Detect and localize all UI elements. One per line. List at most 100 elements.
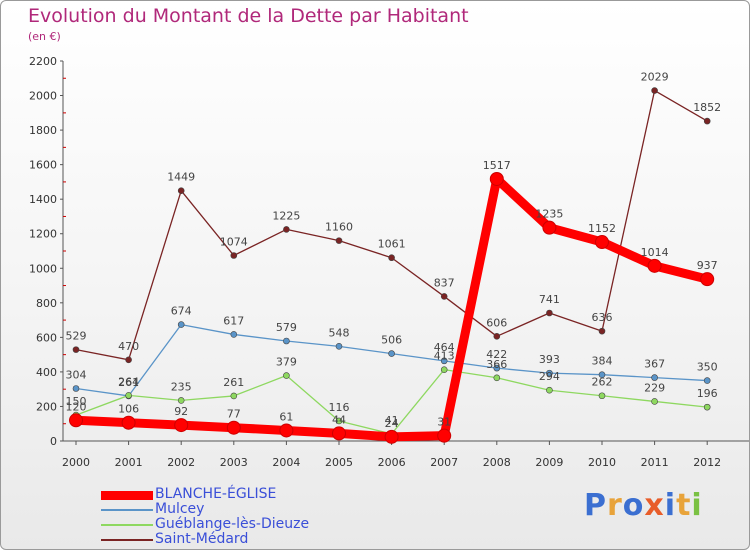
data-point [226,420,241,435]
chart-subtitle: (en €) [28,30,61,43]
logo-letter: r [607,488,623,523]
data-label: 579 [276,321,297,334]
logo-letter: o [622,488,645,523]
data-point [177,321,185,328]
legend-label: Saint-Médard [155,531,249,547]
data-label: 1160 [325,221,353,234]
chart-title: Evolution du Montant de la Dette par Hab… [28,5,469,27]
data-point [546,369,553,377]
data-point [177,397,185,404]
x-tick-label: 2007 [430,456,458,469]
data-label: 1235 [535,208,563,221]
legend-label: Guéblange-lès-Dieuze [155,516,310,532]
data-label: 61 [279,410,293,423]
logo-letter: P [584,488,607,523]
data-label: 235 [171,380,192,393]
data-point [440,357,448,365]
data-point [230,392,238,400]
data-label: 470 [118,340,139,353]
data-label: 393 [539,353,560,366]
data-point [388,254,395,262]
data-label: 264 [118,375,139,388]
data-point [335,417,343,425]
data-point [230,331,238,338]
data-label: 120 [66,400,87,413]
data-point [440,293,448,300]
data-label: 674 [171,305,192,318]
data-point [651,87,658,94]
data-point [335,237,343,244]
x-tick-label: 2012 [693,456,721,469]
x-tick-label: 2000 [62,456,90,469]
data-label: 1152 [588,222,616,235]
data-label: 2029 [641,71,669,84]
data-label: 506 [381,334,402,347]
x-tick-label: 2001 [115,456,143,469]
data-label: 41 [385,414,399,427]
x-tick-label: 2010 [588,456,616,469]
y-tick-label: 2000 [29,90,57,103]
data-point [598,327,606,335]
data-label: 304 [66,368,87,381]
data-label: 741 [539,293,560,306]
data-point [651,398,658,405]
data-point [174,418,189,433]
data-label: 261 [118,376,139,389]
x-tick-label: 2008 [483,456,511,469]
data-point [598,392,606,400]
data-label: 606 [486,316,507,329]
legend-label: Mulcey [155,501,205,517]
data-label: 31 [437,416,451,429]
data-label: 413 [434,350,455,363]
x-tick-label: 2002 [167,456,195,469]
data-point [489,171,504,186]
data-point [72,385,80,392]
x-tick-label: 2003 [220,456,248,469]
data-label: 261 [223,376,244,389]
data-label: 150 [66,395,87,408]
y-tick-label: 1000 [29,262,57,275]
x-tick-label: 2009 [535,456,563,469]
data-label: 1014 [641,246,669,259]
data-label: 262 [592,376,613,389]
data-label: 367 [644,358,665,371]
data-point [121,415,136,430]
data-label: 294 [539,370,560,383]
legend-swatch [101,509,153,511]
logo-letter: t [676,488,692,523]
data-label: 229 [644,381,665,394]
data-point [384,429,399,444]
data-label: 1074 [220,235,248,248]
data-label: 350 [697,361,718,374]
data-label: 636 [592,311,613,324]
data-point [647,258,662,273]
data-point [72,346,80,353]
data-label: 384 [592,355,613,368]
data-label: 116 [329,401,350,414]
legend-swatch [101,490,153,500]
data-point [332,426,346,441]
data-label: 617 [223,314,244,327]
data-point [388,350,395,357]
proxiti-logo: Proxiti [584,488,703,523]
data-point [279,423,294,438]
y-tick-label: 800 [36,297,57,310]
data-label: 548 [329,326,350,339]
y-tick-label: 1600 [29,159,57,172]
data-point [125,356,132,364]
data-point [335,343,343,350]
data-point [283,372,290,379]
data-point [598,371,606,378]
data-point [595,235,609,250]
data-label: 366 [486,358,507,371]
logo-letter: i [691,488,703,523]
data-point [700,272,715,287]
data-point [493,364,501,372]
x-tick-label: 2005 [325,456,353,469]
y-tick-label: 0 [50,435,57,448]
data-point [703,403,711,411]
y-tick-label: 600 [36,331,57,344]
data-label: 837 [434,276,455,289]
